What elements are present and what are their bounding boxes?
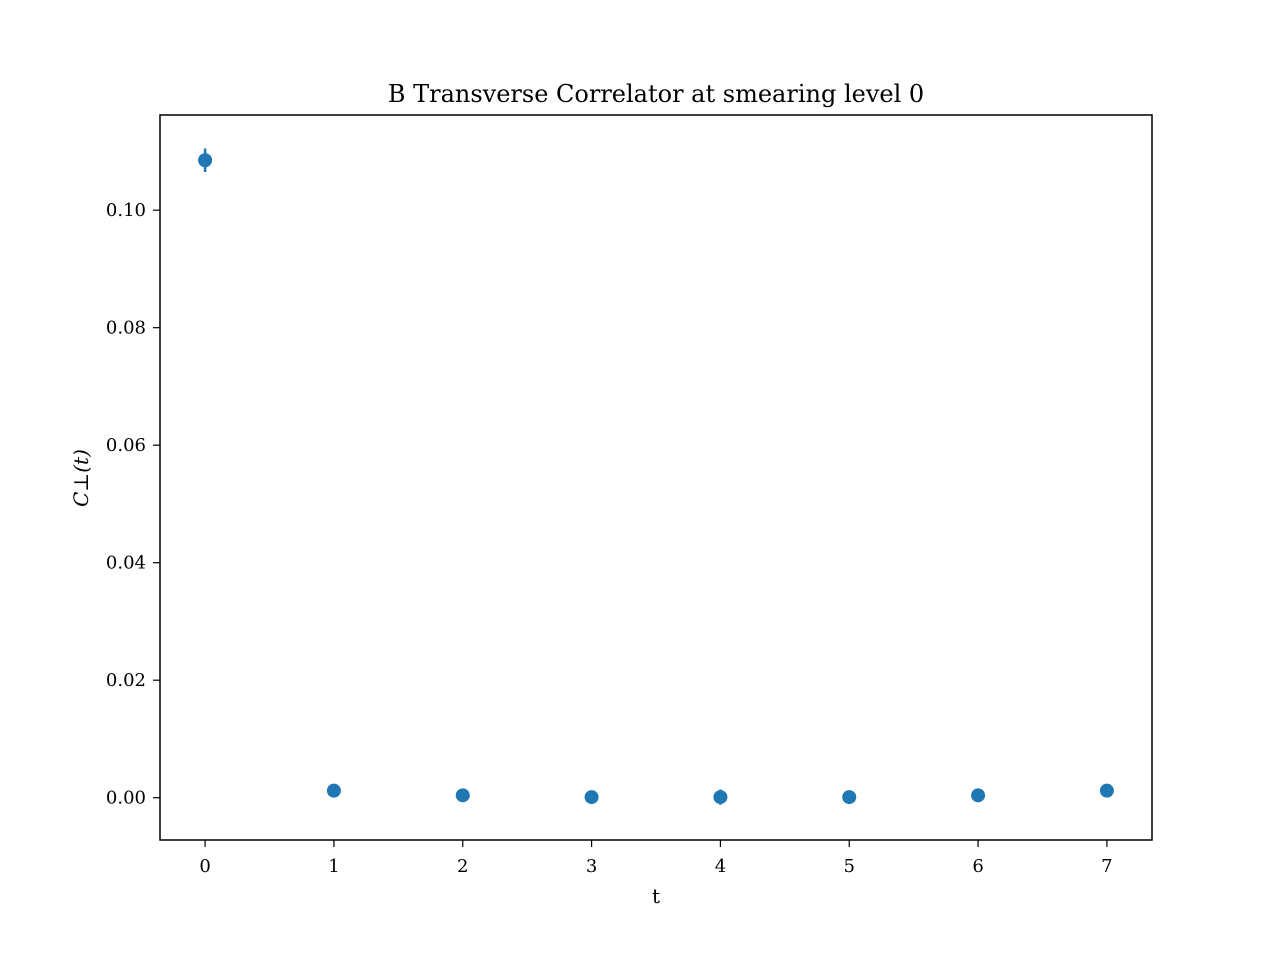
x-tick-label: 5 — [844, 856, 855, 877]
data-point — [326, 783, 341, 798]
data-point — [971, 788, 986, 803]
y-tick-label: 0.08 — [106, 318, 146, 339]
x-tick-label: 7 — [1101, 856, 1112, 877]
data-point — [584, 790, 599, 805]
x-axis-label: t — [652, 884, 660, 908]
x-tick-label: 0 — [199, 856, 210, 877]
data-points-layer — [198, 148, 1114, 805]
x-tick-label: 3 — [586, 856, 597, 877]
x-tick-label: 6 — [972, 856, 983, 877]
data-point — [455, 788, 470, 803]
y-axis-ticks: 0.00 0.02 0.04 0.06 0.08 0.10 — [106, 200, 160, 809]
plot-frame — [159, 114, 1153, 841]
y-tick-label: 0.04 — [106, 553, 146, 574]
x-tick-label: 4 — [715, 856, 726, 877]
x-axis-ticks: 0 1 2 3 4 5 6 7 — [199, 840, 1113, 877]
x-tick-label: 2 — [457, 856, 468, 877]
data-point — [1099, 783, 1114, 798]
y-tick-label: 0.00 — [106, 788, 146, 809]
y-tick-label: 0.02 — [106, 670, 146, 691]
y-axis-label: C⊥(t) — [69, 449, 93, 507]
data-point — [198, 153, 213, 168]
chart-title: B Transverse Correlator at smearing leve… — [388, 80, 924, 108]
data-point — [842, 790, 857, 805]
x-tick-label: 1 — [328, 856, 339, 877]
y-tick-label: 0.10 — [106, 200, 146, 221]
y-tick-label: 0.06 — [106, 435, 146, 456]
data-point — [713, 790, 728, 805]
